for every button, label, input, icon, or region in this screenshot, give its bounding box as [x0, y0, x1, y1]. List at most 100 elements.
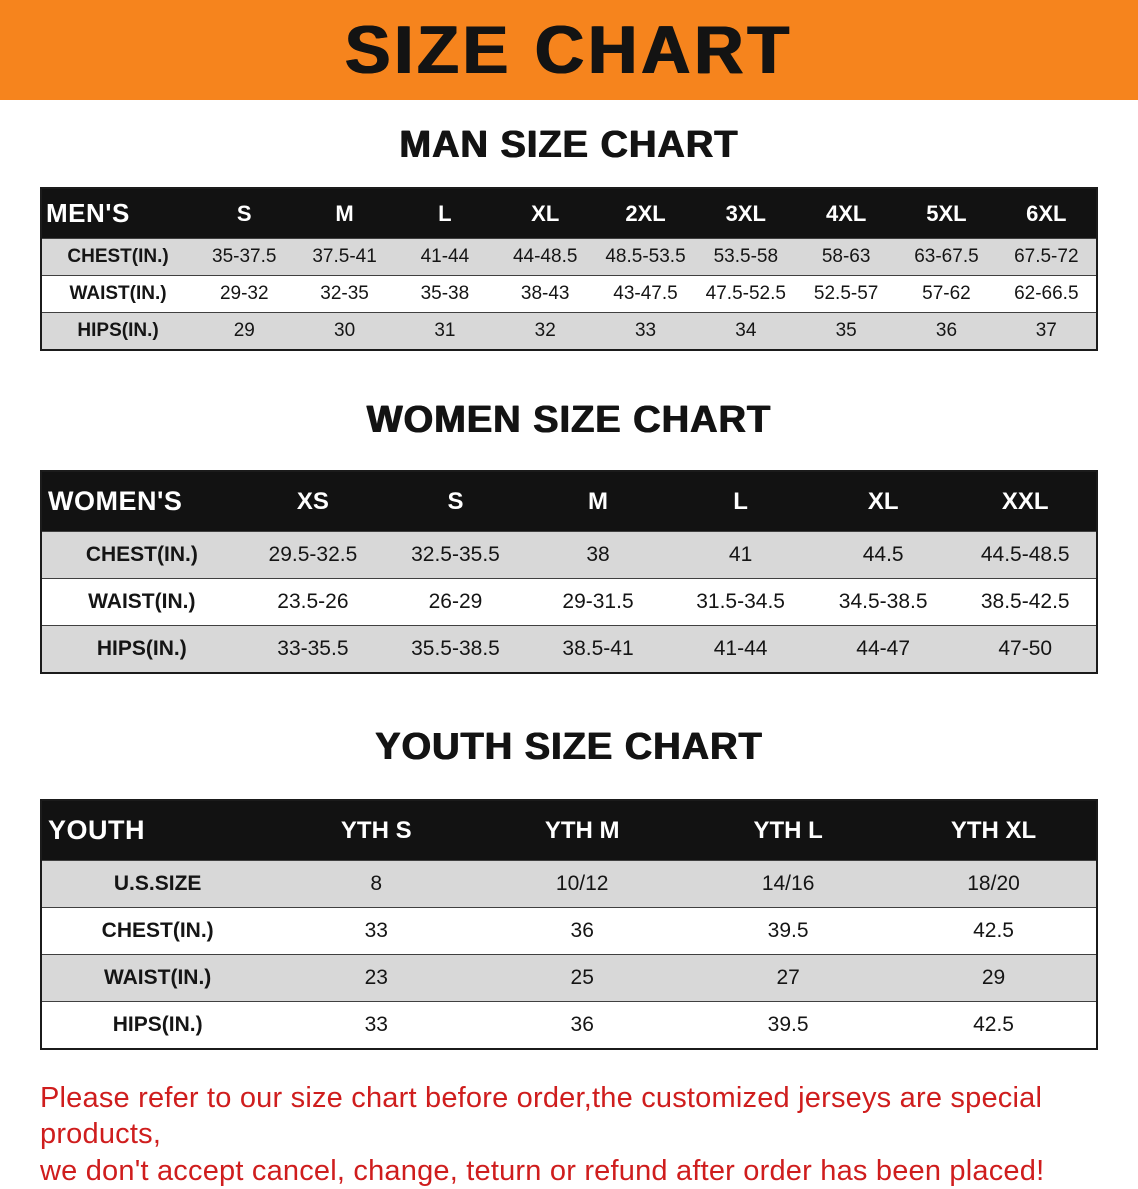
value-cell: 43-47.5 — [595, 275, 696, 313]
section-women: WOMEN SIZE CHART WOMEN'S XS S M L XL XXL CHEST(I… — [0, 399, 1138, 674]
row-label: HIPS(IN.) — [41, 312, 195, 350]
value-cell: 30 — [294, 312, 395, 350]
value-cell: 35-37.5 — [194, 238, 295, 276]
value-cell: 18/20 — [891, 860, 1097, 908]
row-label: WAIST(IN.) — [41, 578, 242, 626]
table-row: WAIST(IN.) 23 25 27 29 — [41, 954, 1097, 1002]
women-size-table: WOMEN'S XS S M L XL XXL CHEST(IN.) 29.5-32.5 32.5… — [40, 470, 1098, 674]
chart-sections-container: MAN SIZE CHART MEN'S S M L XL 2XL 3XL 4XL 5XL 6XL C… — [0, 124, 1138, 1050]
value-cell: 42.5 — [891, 907, 1097, 955]
value-cell: 35-38 — [394, 275, 496, 313]
section-heading-youth: YOUTH SIZE CHART — [375, 726, 763, 768]
size-header-cell: S — [384, 471, 527, 532]
table-row: CHEST(IN.) 29.5-32.5 32.5-35.5 38 41 44.5 44.5… — [41, 531, 1097, 579]
table-title-cell: WOMEN'S — [41, 471, 242, 532]
row-label: HIPS(IN.) — [41, 1001, 274, 1049]
table-row: HIPS(IN.) 29 30 31 32 33 34 35 36 37 — [41, 312, 1097, 350]
value-cell: 38 — [526, 531, 670, 579]
value-cell: 36 — [479, 907, 686, 955]
value-cell: 44-48.5 — [495, 238, 596, 276]
value-cell: 38-43 — [495, 275, 596, 313]
value-cell: 33-35.5 — [241, 625, 385, 673]
value-cell: 27 — [685, 954, 892, 1002]
row-label: CHEST(IN.) — [41, 531, 242, 579]
size-header-cell: M — [294, 188, 395, 239]
disclaimer-line-1: Please refer to our size chart before or… — [40, 1082, 1043, 1151]
disclaimer-line-2: we don't accept cancel, change, teturn o… — [40, 1154, 1045, 1187]
value-cell: 33 — [595, 312, 696, 350]
value-cell: 48.5-53.5 — [595, 238, 696, 276]
value-cell: 63-67.5 — [896, 238, 997, 276]
value-cell: 33 — [273, 1001, 480, 1049]
value-cell: 67.5-72 — [996, 238, 1097, 276]
value-cell: 62-66.5 — [996, 275, 1097, 313]
row-label: WAIST(IN.) — [41, 954, 274, 1002]
value-cell: 52.5-57 — [795, 275, 897, 313]
youth-size-table: YOUTH YTH S YTH M YTH L YTH XL U.S.SIZE 8 10/12… — [40, 799, 1098, 1050]
value-cell: 31 — [394, 312, 496, 350]
size-header-cell: L — [669, 471, 812, 532]
value-cell: 38.5-41 — [526, 625, 670, 673]
banner: SIZE CHART — [0, 0, 1138, 100]
row-label: CHEST(IN.) — [41, 907, 274, 955]
size-header-cell: 4XL — [795, 188, 897, 239]
table-row: WAIST(IN.) 29-32 32-35 35-38 38-43 43-47.5 47.… — [41, 275, 1097, 313]
value-cell: 34.5-38.5 — [811, 578, 955, 626]
value-cell: 41-44 — [394, 238, 496, 276]
header-row: YOUTH YTH S YTH M YTH L YTH XL — [41, 800, 1097, 861]
value-cell: 29-32 — [194, 275, 295, 313]
value-cell: 33 — [273, 907, 480, 955]
value-cell: 31.5-34.5 — [669, 578, 812, 626]
value-cell: 37.5-41 — [294, 238, 395, 276]
value-cell: 8 — [273, 860, 480, 908]
value-cell: 47-50 — [954, 625, 1097, 673]
size-header-cell: 6XL — [996, 188, 1097, 239]
size-header-cell: YTH XL — [891, 800, 1097, 861]
value-cell: 23.5-26 — [241, 578, 385, 626]
value-cell: 35 — [795, 312, 897, 350]
size-header-cell: M — [526, 471, 670, 532]
table-row: U.S.SIZE 8 10/12 14/16 18/20 — [41, 860, 1097, 908]
size-header-cell: 5XL — [896, 188, 997, 239]
row-label: U.S.SIZE — [41, 860, 274, 908]
row-label: WAIST(IN.) — [41, 275, 195, 313]
size-header-cell: 2XL — [595, 188, 696, 239]
size-header-cell: YTH L — [685, 800, 892, 861]
section-youth: YOUTH SIZE CHART YOUTH YTH S YTH M YTH L YTH … — [0, 726, 1138, 1050]
size-header-cell: YTH S — [273, 800, 480, 861]
value-cell: 26-29 — [384, 578, 527, 626]
value-cell: 39.5 — [685, 907, 892, 955]
header-row: WOMEN'S XS S M L XL XXL — [41, 471, 1097, 532]
section-heading-men: MAN SIZE CHART — [399, 124, 739, 166]
value-cell: 36 — [896, 312, 997, 350]
value-cell: 14/16 — [685, 860, 892, 908]
value-cell: 35.5-38.5 — [384, 625, 527, 673]
value-cell: 47.5-52.5 — [695, 275, 796, 313]
page-title: SIZE CHART — [345, 12, 793, 88]
value-cell: 29 — [194, 312, 295, 350]
value-cell: 37 — [996, 312, 1097, 350]
size-header-cell: 3XL — [695, 188, 796, 239]
size-header-cell: XL — [495, 188, 596, 239]
value-cell: 58-63 — [795, 238, 897, 276]
size-header-cell: S — [194, 188, 295, 239]
value-cell: 42.5 — [891, 1001, 1097, 1049]
value-cell: 23 — [273, 954, 480, 1002]
value-cell: 32 — [495, 312, 596, 350]
value-cell: 29-31.5 — [526, 578, 670, 626]
section-heading-women: WOMEN SIZE CHART — [366, 399, 772, 441]
table-row: HIPS(IN.) 33-35.5 35.5-38.5 38.5-41 41-44 44-… — [41, 625, 1097, 673]
table-title-cell: YOUTH — [41, 800, 274, 861]
value-cell: 53.5-58 — [695, 238, 796, 276]
value-cell: 36 — [479, 1001, 686, 1049]
size-header-cell: XL — [811, 471, 955, 532]
value-cell: 34 — [695, 312, 796, 350]
value-cell: 29.5-32.5 — [241, 531, 385, 579]
value-cell: 44.5 — [811, 531, 955, 579]
size-header-cell: YTH M — [479, 800, 686, 861]
section-men: MAN SIZE CHART MEN'S S M L XL 2XL 3XL 4XL 5XL 6XL C… — [0, 124, 1138, 351]
row-label: CHEST(IN.) — [41, 238, 195, 276]
value-cell: 32.5-35.5 — [384, 531, 527, 579]
table-row: CHEST(IN.) 35-37.5 37.5-41 41-44 44-48.5 48.5… — [41, 238, 1097, 276]
